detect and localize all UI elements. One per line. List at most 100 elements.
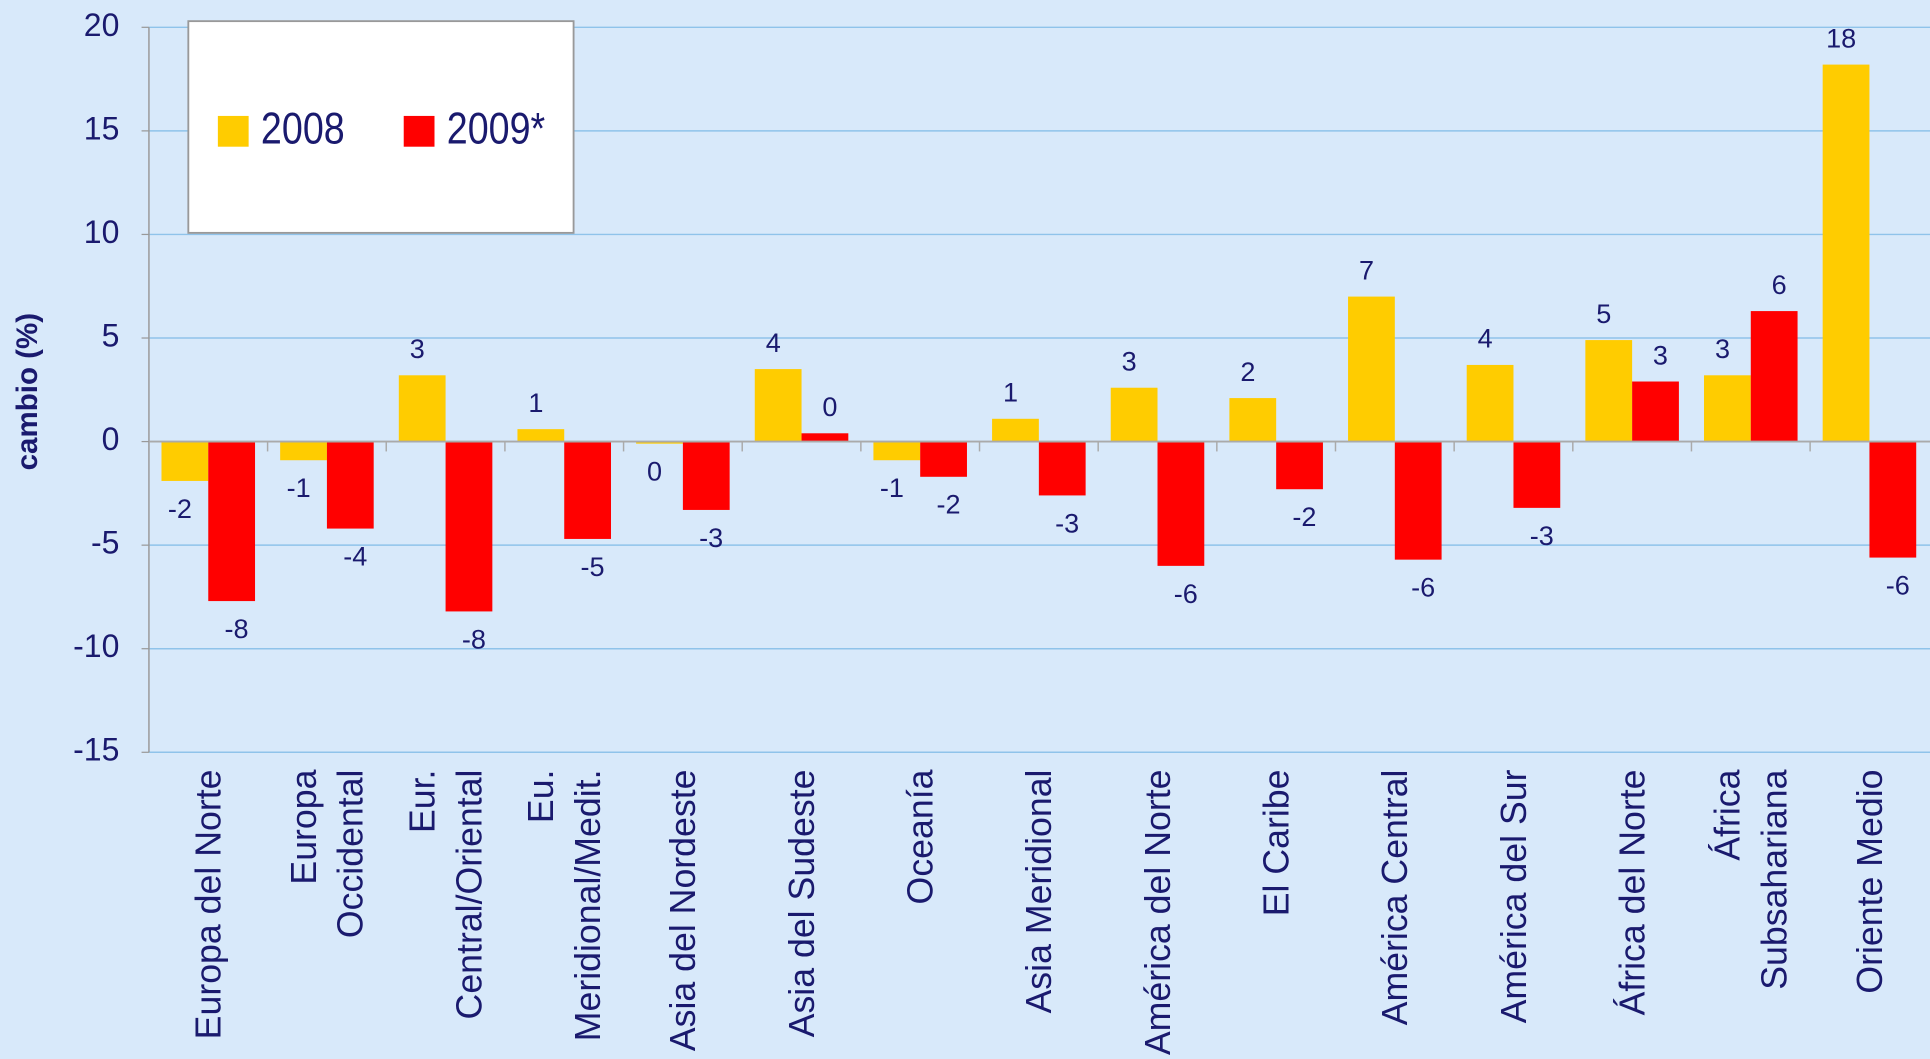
data-label: 5 [1596,298,1611,329]
bar [1513,441,1561,508]
x-tick-label-line: Europa del Norte [189,770,229,1040]
x-tick-label-line: Occidental [331,770,371,939]
bar [1038,441,1086,496]
bar [1394,441,1442,560]
data-label: -8 [462,623,486,654]
bar [1157,441,1205,566]
x-tick-label-line: Asia del Sudeste [782,770,822,1038]
data-label: -4 [343,541,367,572]
bar [326,441,374,529]
x-tick-label: Oriente Medio [1850,770,1890,994]
x-tick-label-line: América del Sur [1494,769,1534,1023]
x-tick-label: África Subsahariana [1708,769,1795,989]
bar [992,418,1039,442]
x-tick-label-line: Oceanía [901,769,941,904]
y-tick-label: 0 [102,421,120,457]
x-tick-label: América Central [1375,770,1415,1026]
data-label: 18 [1826,22,1856,53]
legend-swatch [217,115,249,147]
data-label: -1 [287,472,311,503]
y-tick-label: -10 [73,628,119,664]
y-tick-label: 15 [84,110,120,146]
data-label: 3 [1653,339,1668,370]
data-label: 3 [1122,345,1137,376]
x-tick-label: Asia del Nordeste [663,770,703,1052]
legend-box [187,20,575,234]
data-label: 4 [766,327,781,358]
bar [1229,398,1277,442]
bar [161,441,209,481]
bar [1750,311,1798,442]
data-label: 1 [1003,377,1018,408]
legend-label: 2008 [261,104,345,154]
y-tick-label: -5 [91,525,119,561]
x-tick-label: Eur. Central/Oriental [402,770,489,1020]
x-tick-label-line: Asia del Nordeste [663,770,703,1052]
bar [1822,64,1870,442]
data-label: -2 [936,489,960,520]
data-label: 3 [410,333,425,364]
bar [801,433,849,442]
data-label: -3 [1530,520,1554,551]
bar [564,441,612,539]
x-tick-label-line: Europa [284,769,324,884]
bar [1869,441,1917,558]
data-label: -3 [699,522,723,553]
x-tick-label: América del Norte [1138,770,1178,1056]
x-tick-label-line: Subsahariana [1754,769,1794,989]
bar [920,441,967,477]
bar [1704,375,1751,442]
bar [398,375,446,442]
bar [682,441,730,510]
data-label: -6 [1886,570,1910,601]
bar [873,441,921,461]
x-tick-label: América del Sur [1494,769,1534,1023]
bar [1276,441,1323,490]
data-label: 2 [1240,356,1255,387]
data-label: 0 [822,391,837,422]
x-tick-label-line: América del Norte [1138,770,1178,1056]
bar [280,441,327,461]
y-tick-label: -15 [73,732,119,768]
x-tick-label: Oceanía [901,769,941,904]
bar [754,369,802,442]
bar [517,429,565,442]
bar [445,441,493,612]
x-tick-label: El Caribe [1256,770,1296,917]
data-label: 0 [647,456,662,487]
x-tick-label: Europa del Norte [189,770,229,1040]
x-tick-label: África del Norte [1612,770,1652,1016]
bar [1632,381,1679,442]
data-label: 7 [1359,254,1374,285]
x-tick-label-line: Asia Meridional [1019,770,1059,1014]
bar [1466,364,1514,442]
x-tick-label-line: Central/Oriental [449,770,489,1020]
x-tick-label-line: Eur. [402,770,442,833]
data-label: 3 [1715,333,1730,364]
data-label: -2 [168,493,192,524]
x-tick-label: Asia Meridional [1019,770,1059,1014]
x-tick-label: Eu. Meridional/Medit. [521,770,608,1042]
data-label: -5 [581,551,605,582]
y-tick-label: 5 [102,317,120,353]
x-tick-label-line: África del Norte [1612,770,1652,1016]
legend-swatch [403,115,435,147]
bar [1585,340,1633,442]
data-label: -1 [880,472,904,503]
data-label: -3 [1055,507,1079,538]
data-label: -2 [1292,501,1316,532]
data-label: -8 [225,613,249,644]
data-label: 1 [528,387,543,418]
x-tick-label-line: Meridional/Medit. [568,770,608,1042]
data-label: 4 [1478,323,1493,354]
x-tick-label-line: Oriente Medio [1850,770,1890,994]
legend-label: 2009* [447,104,545,154]
data-label: 6 [1772,269,1787,300]
bar [636,441,683,444]
x-tick-label-line: América Central [1375,770,1415,1026]
data-label: -6 [1411,572,1435,603]
data-label: -6 [1174,578,1198,609]
bar [1110,387,1158,442]
